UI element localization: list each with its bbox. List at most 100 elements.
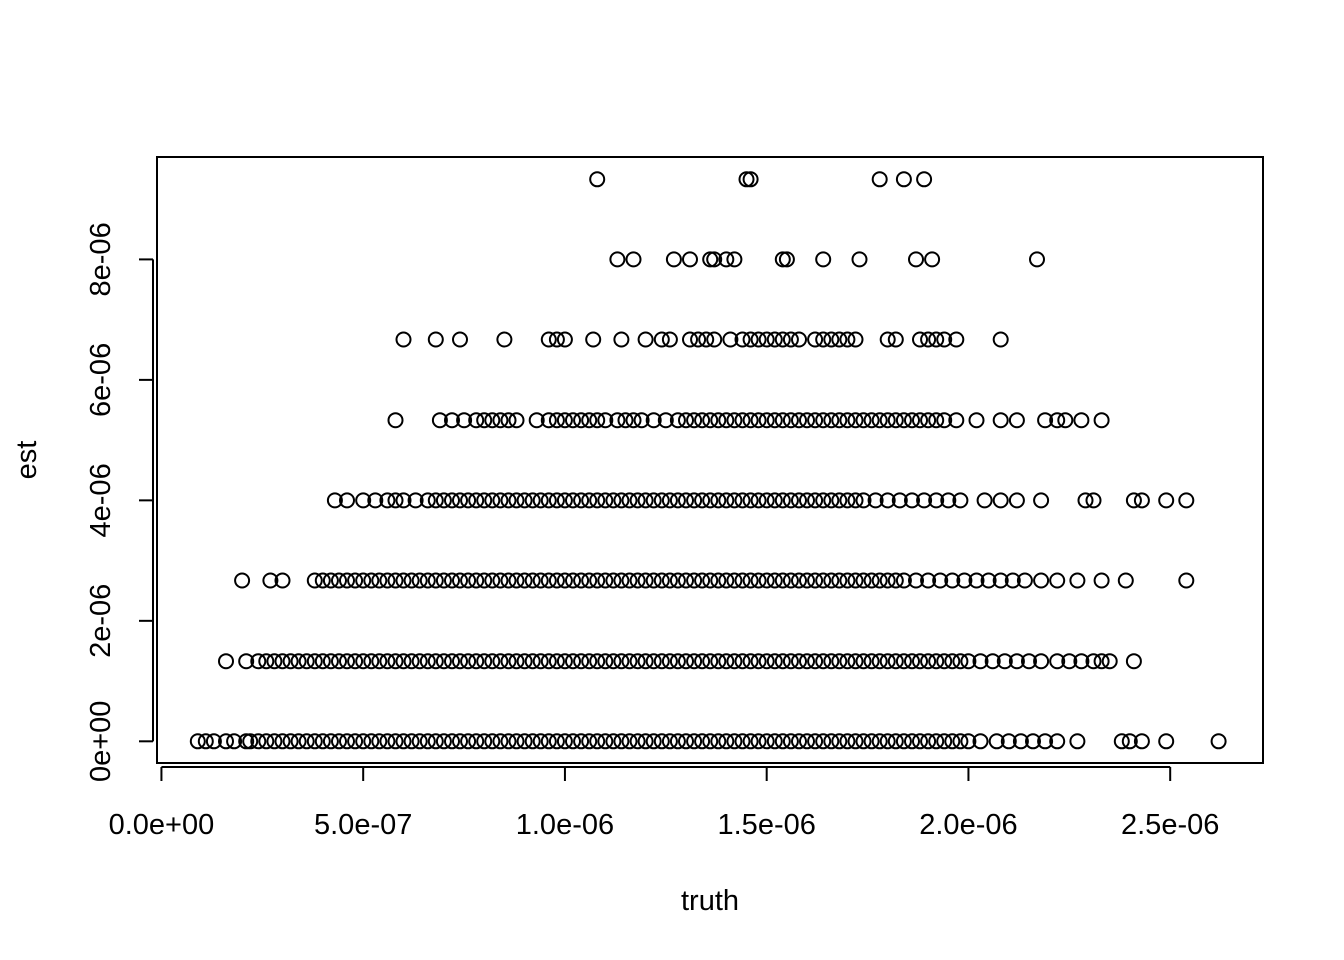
data-point [766,412,783,429]
data-point [992,572,1009,589]
data-point [774,492,791,509]
data-point [597,492,614,509]
data-point [815,733,832,750]
data-point [540,412,557,429]
data-point [468,572,485,589]
data-point [1008,412,1025,429]
data-point [686,412,703,429]
data-point [613,492,630,509]
data-point [863,653,880,670]
data-point [484,733,501,750]
data-point [702,492,719,509]
data-point [904,492,920,509]
data-point [355,733,372,750]
data-point [1021,653,1037,670]
data-point [290,653,307,670]
data-point [484,653,501,670]
data-point [431,412,448,429]
data-point [637,653,654,670]
data-point [282,653,299,670]
data-point [831,733,848,750]
data-point [863,572,880,589]
data-point [855,653,872,670]
data-point [395,733,412,750]
data-point [597,572,614,589]
data-point [887,653,904,670]
data-point [706,251,723,268]
data-point [625,412,642,429]
data-point [782,492,799,509]
data-point [758,572,775,589]
data-point [831,572,848,589]
data-point [960,733,977,750]
data-point [322,653,339,670]
data-point [371,733,388,750]
data-point [419,653,436,670]
data-point [625,251,642,268]
data-point [621,572,638,589]
data-point [734,412,751,429]
data-point [379,572,396,589]
data-point [468,492,485,509]
data-point [556,572,573,589]
data-point [928,492,945,509]
data-point [698,331,715,348]
data-point [355,492,372,509]
data-point [742,331,759,348]
data-point [460,492,477,509]
data-point [548,331,565,348]
data-point [565,733,581,750]
data-point [589,171,606,188]
data-point [815,412,832,429]
data-point [928,331,945,348]
data-point [871,171,888,188]
data-point [718,653,735,670]
data-point [613,331,630,348]
data-point [742,171,759,188]
data-point [645,733,662,750]
data-point [871,412,888,429]
data-point [928,733,945,750]
data-point [916,171,933,188]
data-point [444,653,460,670]
data-point [460,572,477,589]
data-point [734,733,751,750]
data-point [916,492,933,509]
data-point [912,653,928,670]
data-point [766,492,783,509]
data-point [791,492,807,509]
data-point [532,572,549,589]
data-point [871,653,888,670]
data-point [508,733,525,750]
data-point [540,653,557,670]
data-point [363,733,380,750]
data-point [419,733,436,750]
y-tick-label: 2e-06 [85,584,117,658]
data-point [427,572,444,589]
data-point [718,492,735,509]
data-point [992,412,1009,429]
data-point [197,733,214,750]
data-point [968,572,985,589]
data-point [585,331,602,348]
x-tick-label: 2.0e-06 [919,809,1017,841]
data-point [665,251,682,268]
data-point [1008,492,1025,509]
data-point [831,653,848,670]
data-point [645,572,662,589]
data-point [742,412,759,429]
data-point [980,572,997,589]
data-point [758,412,775,429]
data-point [1037,733,1054,750]
data-point [250,733,267,750]
data-point [508,412,525,429]
data-point [815,492,832,509]
data-point [500,572,517,589]
data-point [839,492,856,509]
data-point [726,733,743,750]
data-point [629,572,646,589]
data-point [589,572,606,589]
data-point [682,331,698,348]
data-point [694,653,711,670]
data-point [331,653,347,670]
